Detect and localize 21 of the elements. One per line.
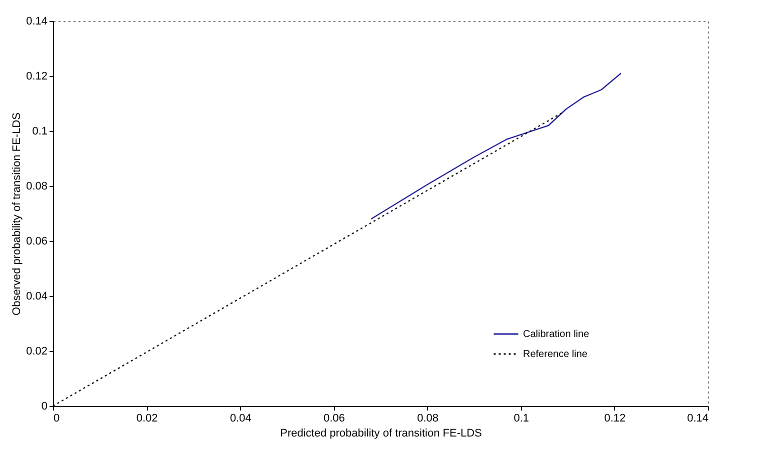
legend-label: Reference line: [523, 349, 588, 360]
x-tick-label: 0.14: [687, 412, 708, 424]
x-tick-label: 0: [54, 412, 60, 424]
y-tick-label: 0.02: [26, 346, 48, 358]
y-axis-title: Observed probability of transition FE-LDS: [11, 112, 24, 316]
x-tick-label: 0.06: [324, 412, 345, 424]
y-tick-label: 0.08: [26, 180, 48, 192]
legend-label: Calibration line: [523, 329, 590, 340]
y-tick-label: 0.12: [26, 70, 48, 82]
y-tick-label: 0.04: [26, 290, 48, 302]
x-axis-title: Predicted probability of transition FE-LDS: [280, 428, 482, 440]
x-tick-label: 0.02: [136, 412, 158, 424]
x-tick-label: 0.04: [230, 412, 252, 424]
line-series: [370, 72, 622, 220]
x-tick-label: 0.12: [604, 412, 626, 424]
y-tick-label: 0.1: [32, 126, 48, 138]
y-tick-label: 0.14: [26, 16, 48, 28]
y-tick-label: 0.06: [26, 236, 48, 248]
x-tick-label: 0.08: [417, 412, 438, 424]
y-tick-label: 0: [41, 400, 48, 412]
x-tick-label: 0.1: [514, 412, 530, 424]
